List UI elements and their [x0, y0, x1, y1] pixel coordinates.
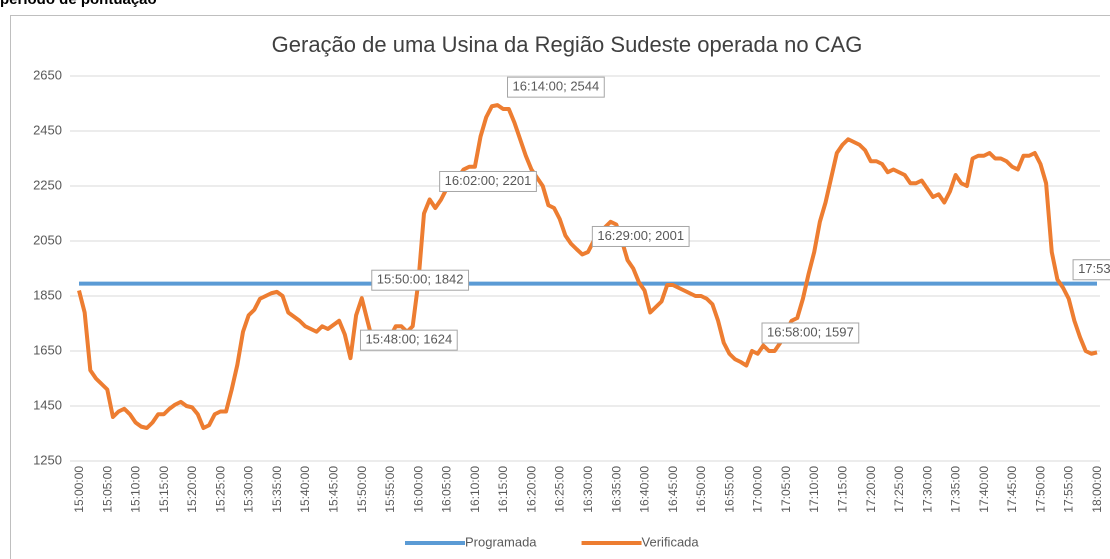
data-label-box [371, 269, 470, 291]
data-label: 16:29:00; 2001 [591, 225, 690, 247]
x-tick-label: 17:00:00 [751, 466, 765, 513]
y-tick-label: 1450 [33, 397, 62, 412]
data-label-text: 16:02:00; 2201 [445, 173, 532, 188]
data-label-box [439, 170, 537, 192]
data-label-box [359, 329, 458, 351]
x-tick-label: 17:20:00 [864, 466, 878, 513]
x-tick-label: 16:05:00 [440, 466, 454, 513]
x-tick-label: 15:40:00 [298, 466, 312, 513]
y-tick-label: 1250 [33, 452, 62, 467]
x-tick-label: 17:25:00 [892, 466, 906, 513]
data-label: 16:58:00; 1597 [761, 322, 860, 344]
data-label-box [591, 225, 690, 247]
y-tick-label: 1850 [33, 287, 62, 302]
x-tick-label: 17:05:00 [779, 466, 793, 513]
x-tick-label: 17:45:00 [1005, 466, 1019, 513]
page-header: período de pontuação [0, 0, 157, 8]
x-tick-label: 17:30:00 [920, 466, 934, 513]
x-tick-label: 16:25:00 [553, 466, 567, 513]
data-label-text: 15:48:00; 1624 [365, 332, 452, 347]
x-tick-label: 16:15:00 [496, 466, 510, 513]
x-tick-label: 15:25:00 [213, 466, 227, 513]
x-tick-label: 15:50:00 [355, 466, 369, 513]
x-tick-label: 16:55:00 [722, 466, 736, 513]
data-label-text: 15:50:00; 1842 [377, 272, 464, 287]
data-label: 16:14:00; 2544 [507, 76, 605, 98]
data-label: 15:48:00; 1624 [359, 329, 458, 351]
x-tick-label: 15:35:00 [270, 466, 284, 513]
line-series [77, 103, 1098, 430]
x-tick-label: 16:40:00 [638, 466, 652, 513]
x-tick-label: 17:40:00 [977, 466, 991, 513]
data-label-text: 17:53:00; 1910 [1078, 261, 1110, 276]
data-label: 16:02:00; 2201 [439, 170, 537, 192]
x-tick-label: 15:30:00 [242, 466, 256, 513]
legend-label: Programada [465, 534, 537, 549]
x-tick-label: 17:50:00 [1033, 466, 1047, 513]
x-tick-label: 15:05:00 [100, 466, 114, 513]
x-tick-label: 15:00:00 [72, 466, 86, 513]
chart-title: Geração de uma Usina da Região Sudeste o… [272, 32, 863, 57]
x-tick-label: 17:35:00 [949, 466, 963, 513]
x-tick-label: 16:00:00 [411, 466, 425, 513]
x-tick-label: 16:50:00 [694, 466, 708, 513]
x-tick-label: 15:15:00 [157, 466, 171, 513]
x-tick-label: 15:45:00 [327, 466, 341, 513]
x-tick-label: 15:10:00 [129, 466, 143, 513]
y-tick-label: 2450 [33, 122, 62, 137]
legend-label: Verificada [642, 534, 700, 549]
x-tick-label: 16:35:00 [609, 466, 623, 513]
data-label-text: 16:29:00; 2001 [597, 228, 684, 243]
data-label: 17:53:00; 1910 [1072, 259, 1110, 281]
y-tick-label: 2250 [33, 177, 62, 192]
y-tick-label: 2050 [33, 232, 62, 247]
data-label-text: 16:14:00; 2544 [513, 79, 600, 94]
x-tick-label: 16:45:00 [666, 466, 680, 513]
x-tick-label: 17:55:00 [1062, 466, 1076, 513]
data-label-box [507, 76, 605, 98]
chart-frame [10, 15, 1110, 559]
x-tick-label: 17:15:00 [836, 466, 850, 513]
x-tick-label: 15:20:00 [185, 466, 199, 513]
x-tick-label: 17:10:00 [807, 466, 821, 513]
data-label-box [761, 322, 860, 344]
data-label-box [1072, 259, 1110, 281]
x-tick-label: 18:00:00 [1090, 466, 1104, 513]
data-label: 15:50:00; 1842 [371, 269, 470, 291]
x-tick-label: 16:30:00 [581, 466, 595, 513]
x-tick-label: 15:55:00 [383, 466, 397, 513]
data-label-text: 16:58:00; 1597 [767, 324, 854, 339]
y-tick-label: 1650 [33, 342, 62, 357]
x-tick-label: 16:20:00 [524, 466, 538, 513]
x-tick-label: 16:10:00 [468, 466, 482, 513]
y-tick-label: 2650 [33, 67, 62, 82]
